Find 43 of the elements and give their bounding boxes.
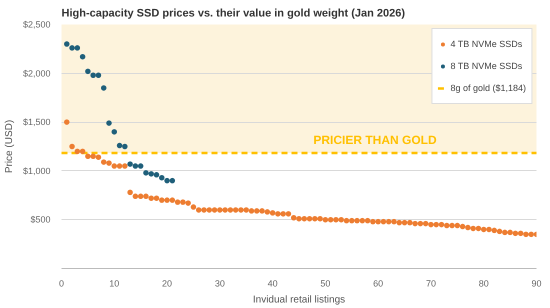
x-tick-label: 70 xyxy=(426,278,436,288)
y-tick-label: $500 xyxy=(30,214,51,225)
point xyxy=(132,163,138,169)
point xyxy=(112,129,118,135)
y-tick-label: $2,000 xyxy=(22,68,51,78)
legend-label: 8 TB NVMe SSDs xyxy=(450,61,522,71)
point xyxy=(122,144,128,150)
point xyxy=(154,172,160,178)
point xyxy=(100,85,106,91)
band-label: PRICIER THAN GOLD xyxy=(313,132,437,147)
x-tick-label: 50 xyxy=(320,278,330,288)
x-axis-title: Invidual retail listings xyxy=(252,294,346,306)
point xyxy=(116,142,122,148)
point xyxy=(85,68,91,74)
point xyxy=(138,163,144,169)
point xyxy=(80,54,86,60)
x-tick-label: 60 xyxy=(373,278,384,288)
x-tick-label: 80 xyxy=(478,278,489,288)
y-tick-label: $1,500 xyxy=(22,117,51,128)
point xyxy=(159,174,165,180)
x-tick-label: 10 xyxy=(109,278,120,288)
x-tick-label: 0 xyxy=(58,278,64,288)
legend-label: 8g of gold ($1,184) xyxy=(450,83,526,93)
point xyxy=(148,171,154,177)
point xyxy=(127,161,133,167)
y-axis-title: Price (USD) xyxy=(4,120,15,174)
point xyxy=(90,72,96,78)
point xyxy=(64,41,70,47)
x-tick-label: 30 xyxy=(214,278,225,288)
point xyxy=(96,72,102,78)
x-tick-label: 40 xyxy=(268,278,278,288)
point xyxy=(106,120,112,126)
point xyxy=(69,45,75,51)
y-tick-label: $1,000 xyxy=(22,166,51,176)
point xyxy=(170,178,176,184)
point xyxy=(164,178,170,184)
x-tick-label: 90 xyxy=(531,278,542,288)
x-tick-label: 20 xyxy=(162,278,172,288)
point xyxy=(143,170,149,176)
legend-label: 4 TB NVMe SSDs xyxy=(450,39,522,49)
y-tick-label: $2,500 xyxy=(22,20,51,30)
chart-title: High-capacity SSD prices vs. their value in gold weight (Jan 2026) xyxy=(62,8,406,20)
point xyxy=(74,45,80,51)
